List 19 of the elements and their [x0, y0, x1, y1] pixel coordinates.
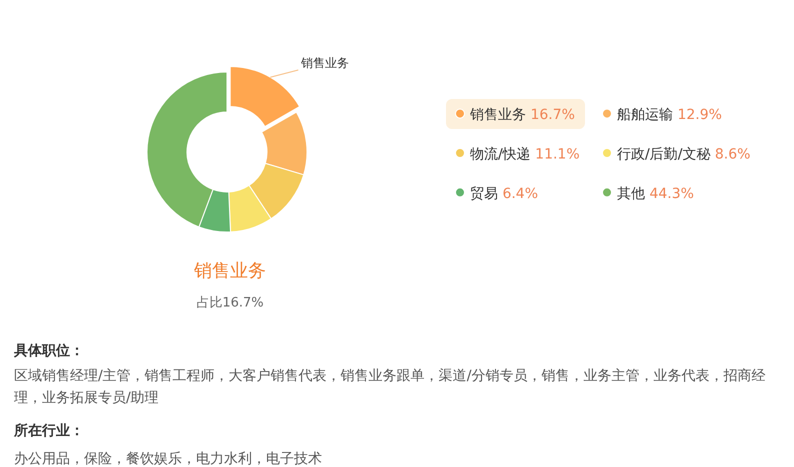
data-label: 16.7% [530, 107, 575, 124]
text: 区域销售经理/主管，销售工程师，大客户销售代表，销售业务跟单，渠道/分销专员，销售，业务主管，业务代表，招商经理，业务拓展专员/助理 [14, 367, 766, 408]
text: 占比16.7% [196, 296, 264, 311]
text: 具体职位： [14, 342, 85, 361]
legend-label: 贸易 [470, 186, 498, 202]
legend-label: 物流/快递 [470, 146, 531, 162]
legend-label: 船舶运输 [617, 107, 673, 124]
data-label: 44.3% [649, 186, 694, 202]
legend-label: 其他 [617, 186, 645, 202]
slice-label: 销售业务 [300, 56, 349, 70]
text: 所在行业： [14, 422, 85, 441]
data-label: 12.9% [677, 107, 722, 124]
legend-label: 销售业务 [470, 107, 526, 124]
data-label: 6.4% [502, 186, 538, 202]
legend-label: 行政/后勤/文秘 [617, 146, 710, 162]
text: 销售业务 [193, 260, 266, 282]
data-label: 11.1% [535, 146, 580, 162]
text: 办公用品，保险，餐饮娱乐，电力水利，电子技术 [14, 450, 323, 467]
data-label: 8.6% [714, 146, 750, 162]
